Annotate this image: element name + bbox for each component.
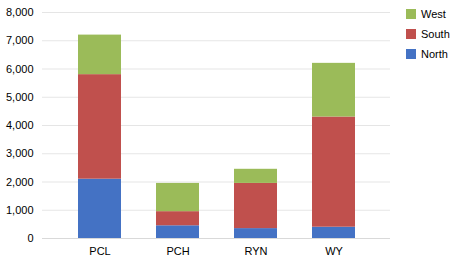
svg-text:PCH: PCH xyxy=(166,245,189,257)
svg-text:WY: WY xyxy=(325,245,343,257)
svg-text:7,000: 7,000 xyxy=(6,34,34,46)
svg-text:2,000: 2,000 xyxy=(6,176,34,188)
svg-text:8,000: 8,000 xyxy=(6,6,34,18)
svg-text:6,000: 6,000 xyxy=(6,63,34,75)
html-text:West: West xyxy=(421,8,446,20)
html-text:North: North xyxy=(421,48,448,60)
html-text:South: South xyxy=(421,28,450,40)
svg-text:4,000: 4,000 xyxy=(6,119,34,131)
svg-text:0: 0 xyxy=(27,232,33,244)
svg-text:1,000: 1,000 xyxy=(6,204,34,216)
svg-text:PCL: PCL xyxy=(89,245,110,257)
svg-text:RYN: RYN xyxy=(244,245,267,257)
svg-text:3,000: 3,000 xyxy=(6,147,34,159)
svg-text:5,000: 5,000 xyxy=(6,91,34,103)
